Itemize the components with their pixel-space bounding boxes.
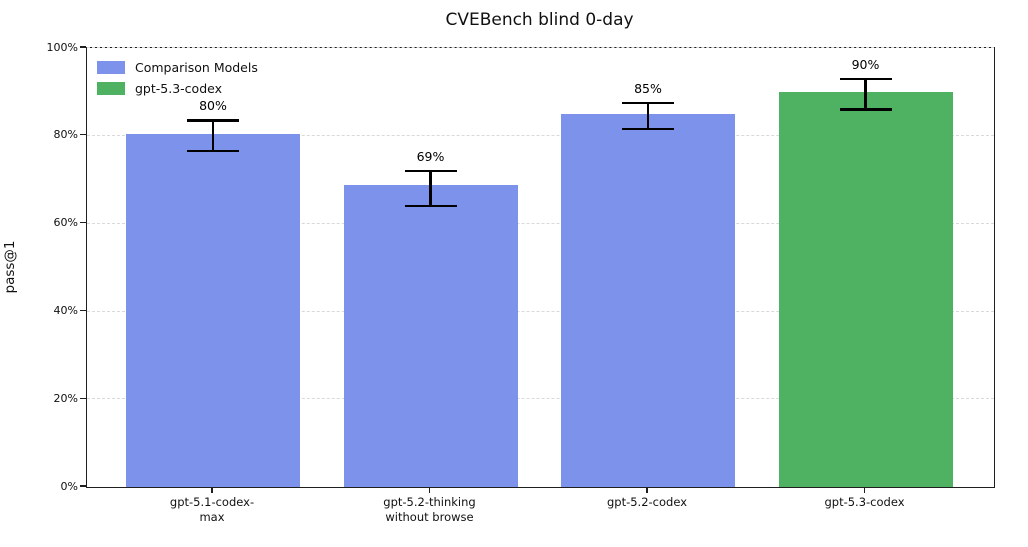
x-tick-mark [428,488,431,493]
legend: Comparison Models gpt-5.3-codex [97,57,258,99]
legend-label: gpt-5.3-codex [135,81,222,96]
bar-gpt-5.3-codex [778,91,953,487]
plot-area: Comparison Models gpt-5.3-codex 80% 69% 85%… [86,47,995,488]
y-tick-label: 60% [53,216,78,230]
bar-gpt-5.2-codex [561,113,735,487]
error-bar-cap-top [839,77,892,80]
legend-swatch [97,82,125,95]
gridline-80pct [87,135,994,136]
chart-title: CVEBench blind 0-day [445,10,634,30]
y-tick-mark [80,309,86,312]
gridline-40pct [87,310,994,312]
y-tick-label: 100% [46,40,78,54]
error-bar-cap-top [187,119,239,122]
error-bar-cap-bottom [404,204,457,208]
error-bar-line [211,120,215,152]
legend-swatch [97,61,125,74]
x-tick-mark [646,488,648,493]
bar-value-label: 80% [199,98,227,114]
legend-entry: Comparison Models [97,57,258,78]
gridline-60pct [87,222,994,224]
error-bar-line [646,102,650,130]
bar-value-label: 85% [634,80,662,96]
bar-gpt-5.1-codex-max [126,134,300,487]
y-tick-label: 0% [60,479,78,493]
legend-label: Comparison Models [135,60,258,75]
bar-gpt-5.2-thinking without browse [343,185,518,487]
x-tick-label: gpt-5.2-codex [606,495,688,509]
x-tick-label: gpt-5.1-codex- max [169,495,255,524]
legend-entry: gpt-5.3-codex [97,78,258,99]
x-tick-mark [211,488,213,493]
bar-value-label: 69% [416,148,445,164]
x-tick-mark [863,488,866,493]
y-tick-mark [80,397,86,399]
y-tick-label: 40% [53,303,78,317]
error-bar-cap-bottom [187,150,239,153]
error-bar-cap-top [622,101,674,104]
error-bar-line [864,78,867,110]
y-tick-mark [80,485,86,487]
error-bar-cap-bottom [622,128,674,131]
gridline-100pct [87,47,994,49]
gridline-20pct [87,398,994,400]
error-bar-cap-bottom [839,108,892,111]
y-tick-label: 20% [53,391,78,405]
bar-value-label: 90% [851,56,880,72]
x-tick-label: gpt-5.3-codex [824,495,905,509]
error-bar-cap-top [404,169,457,172]
y-tick-mark [80,221,86,224]
y-tick-mark [80,46,86,48]
y-tick-label: 80% [53,128,78,142]
error-bar-line [429,170,432,207]
y-tick-mark [80,134,86,136]
x-tick-label: gpt-5.2-thinking without browse [383,495,476,524]
